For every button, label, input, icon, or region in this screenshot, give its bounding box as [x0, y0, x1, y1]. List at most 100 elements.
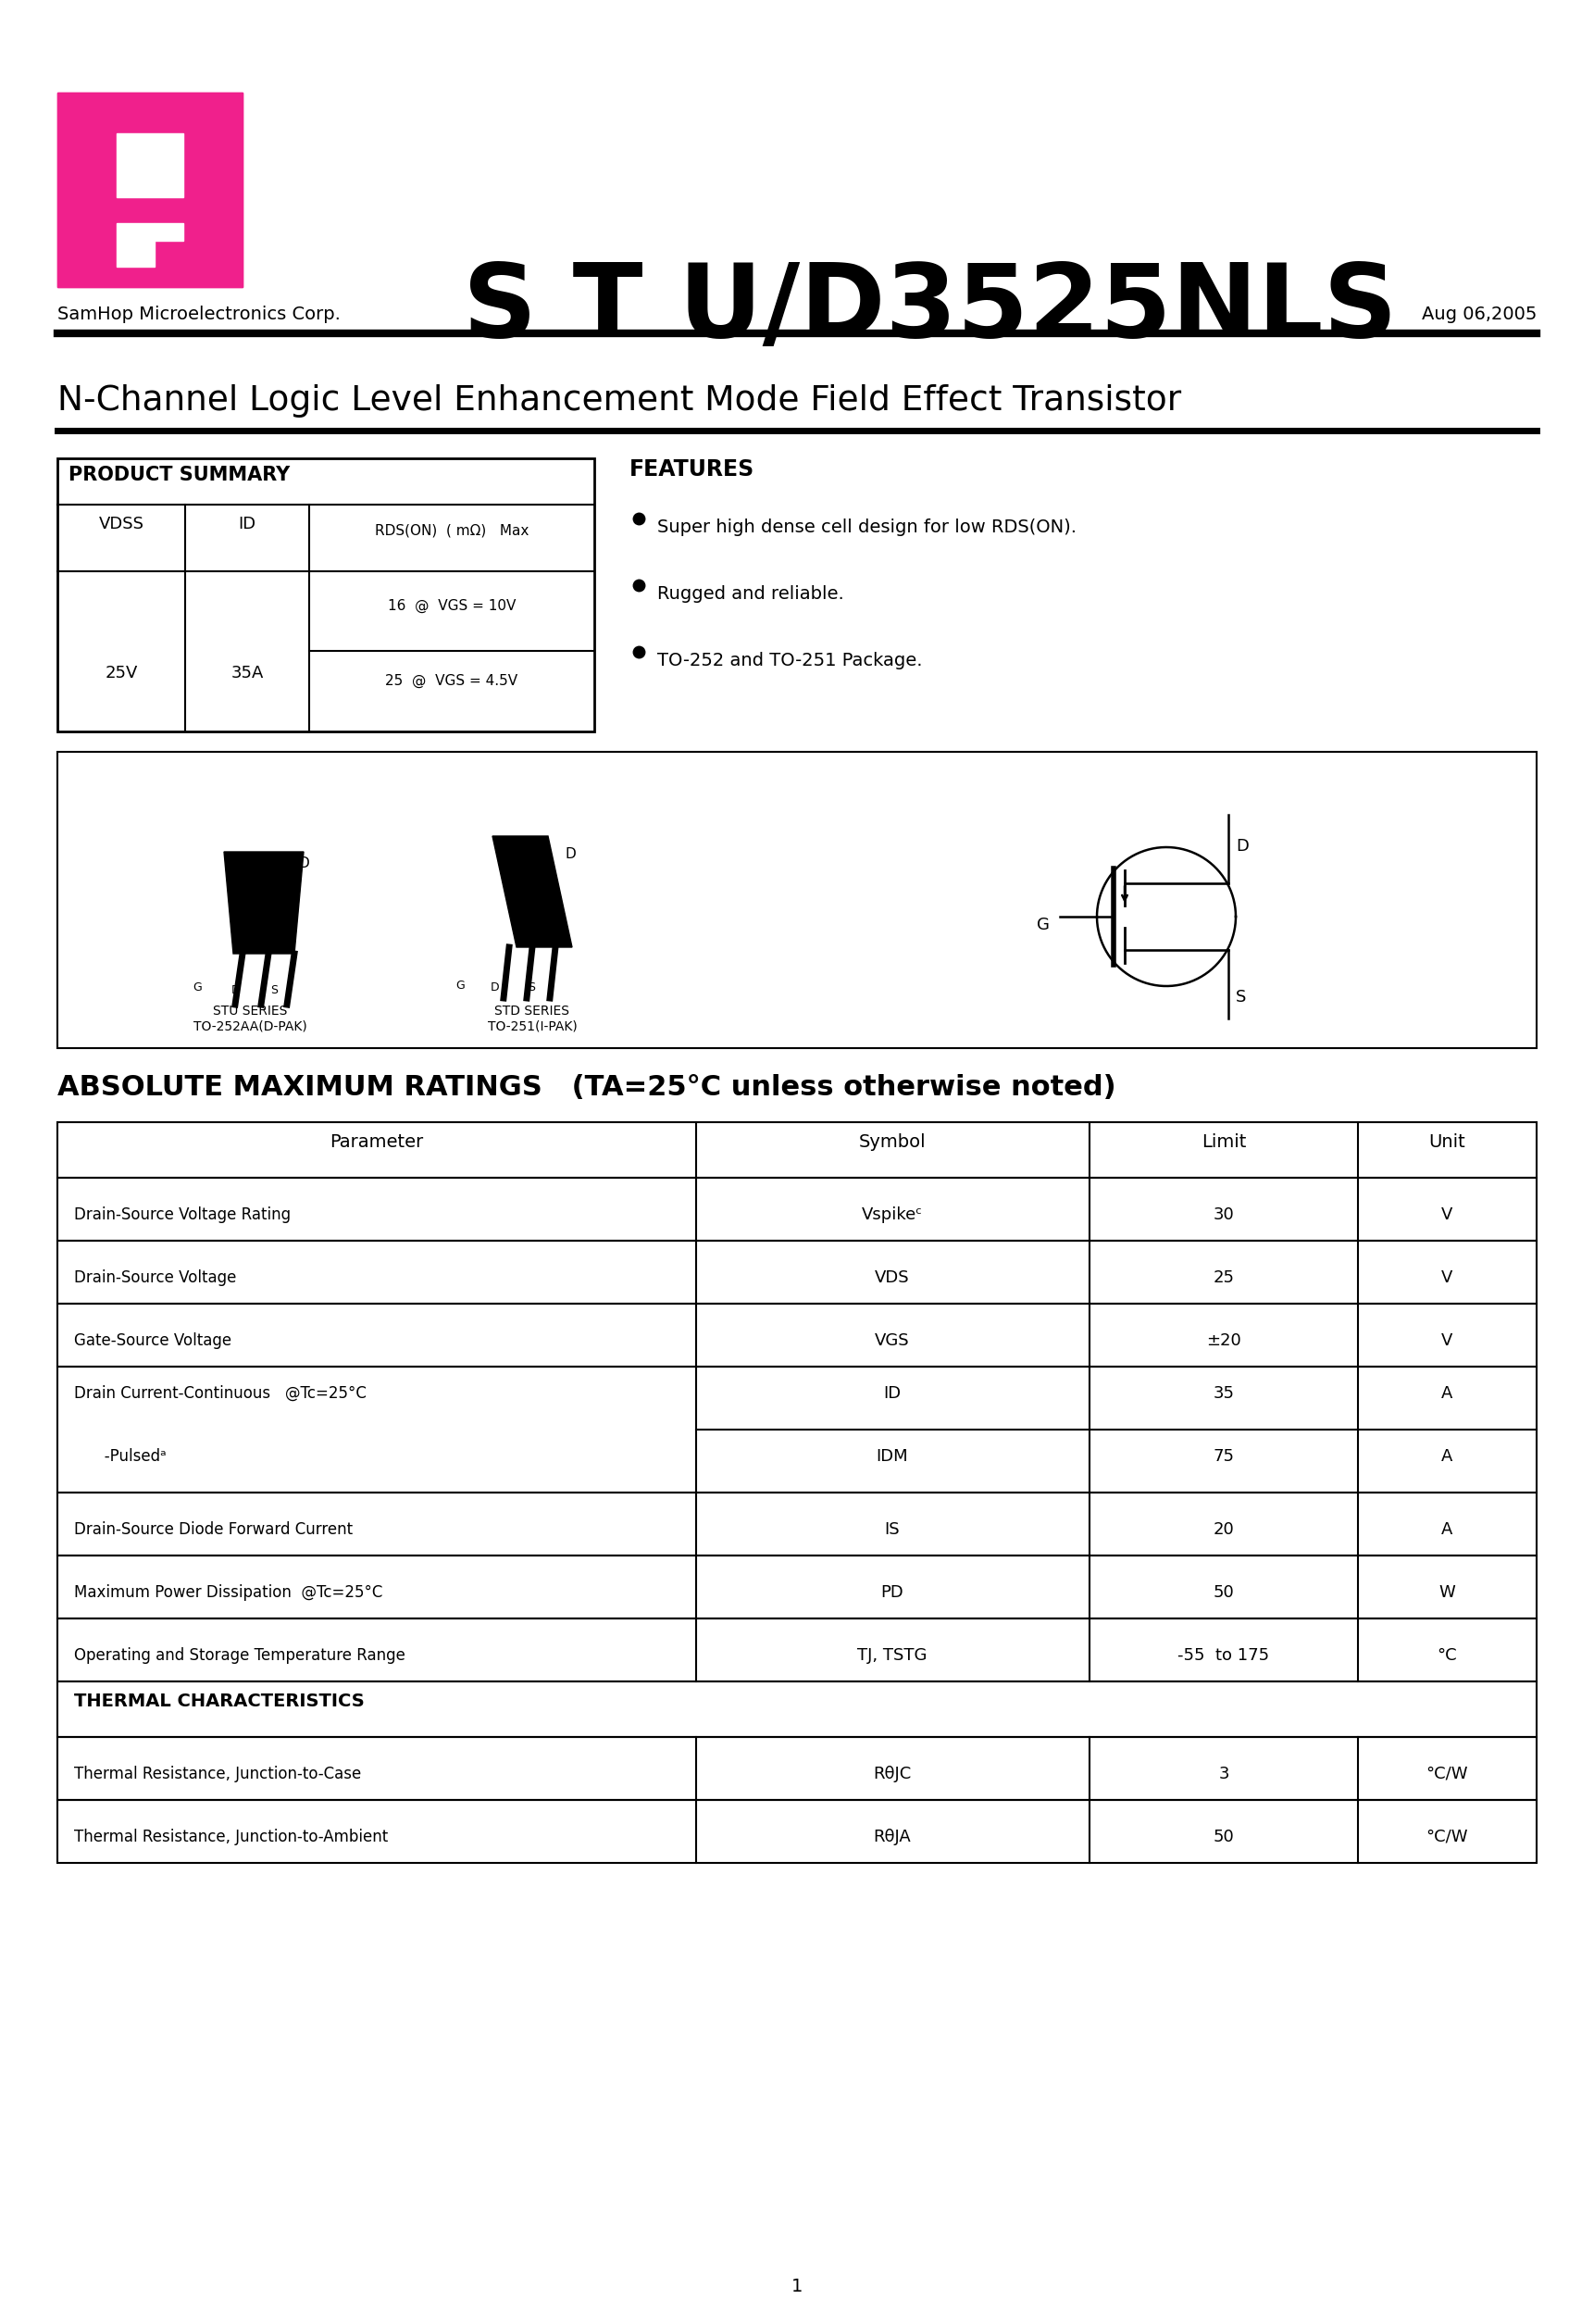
Bar	[116, 223, 155, 267]
Text: THERMAL CHARACTERISTICS: THERMAL CHARACTERISTICS	[73, 1692, 365, 1710]
Bar	[57, 1178, 1537, 1241]
Text: G: G	[193, 981, 201, 992]
Polygon shape	[493, 837, 572, 948]
Text: Aug 06,2005: Aug 06,2005	[1422, 304, 1537, 323]
Bar	[57, 1618, 1537, 1683]
Bar	[159, 121, 217, 172]
Text: RθJA: RθJA	[874, 1829, 912, 1845]
Text: SamHop Microelectronics Corp.: SamHop Microelectronics Corp.	[57, 304, 341, 323]
Bar	[159, 228, 217, 279]
Text: S: S	[528, 981, 536, 992]
Text: D: D	[1235, 839, 1248, 855]
Text: Maximum Power Dissipation  @Tc=25°C: Maximum Power Dissipation @Tc=25°C	[73, 1585, 383, 1601]
Text: D: D	[231, 985, 241, 997]
Text: ABSOLUTE MAXIMUM RATINGS   (TA=25°C unless otherwise noted): ABSOLUTE MAXIMUM RATINGS (TA=25°C unless…	[57, 1074, 1116, 1102]
Text: FEATURES: FEATURES	[630, 458, 754, 481]
Bar	[155, 223, 183, 242]
Text: Limit: Limit	[1202, 1134, 1247, 1150]
Text: Thermal Resistance, Junction-to-Ambient: Thermal Resistance, Junction-to-Ambient	[73, 1829, 387, 1845]
Text: 35: 35	[1213, 1385, 1234, 1401]
Text: Drain Current-Continuous   @Tc=25°C: Drain Current-Continuous @Tc=25°C	[73, 1385, 367, 1401]
Bar	[57, 1555, 1537, 1618]
Text: -Pulsedᵃ: -Pulsedᵃ	[89, 1448, 166, 1464]
Text: A: A	[1441, 1448, 1452, 1464]
Text: D: D	[564, 848, 575, 862]
Text: STD SERIES: STD SERIES	[494, 1004, 569, 1018]
Text: G: G	[1036, 916, 1049, 934]
Text: 50: 50	[1213, 1585, 1234, 1601]
Text: D: D	[298, 858, 309, 872]
Text: °C: °C	[1436, 1648, 1457, 1664]
Bar	[83, 209, 140, 279]
Text: A: A	[1441, 1385, 1452, 1401]
Text: 1: 1	[791, 2278, 803, 2296]
Bar	[57, 1683, 1537, 1736]
Text: TO-252AA(D-PAK): TO-252AA(D-PAK)	[193, 1020, 306, 1034]
Text: 16  @  VGS = 10V: 16 @ VGS = 10V	[387, 600, 516, 614]
Text: Parameter: Parameter	[330, 1134, 424, 1150]
Text: Thermal Resistance, Junction-to-Case: Thermal Resistance, Junction-to-Case	[73, 1766, 362, 1783]
Bar	[57, 93, 242, 288]
Text: A: A	[1441, 1522, 1452, 1538]
Text: 20: 20	[1213, 1522, 1234, 1538]
Bar	[57, 1241, 1537, 1304]
Bar	[57, 1122, 1537, 1178]
Bar	[57, 1304, 1537, 1367]
Text: PRODUCT SUMMARY: PRODUCT SUMMARY	[69, 465, 290, 483]
Text: ID: ID	[238, 516, 257, 532]
Text: Rugged and reliable.: Rugged and reliable.	[657, 586, 843, 602]
Text: 25: 25	[1213, 1269, 1234, 1285]
Text: W: W	[1439, 1585, 1455, 1601]
Text: S: S	[271, 985, 277, 997]
Text: RDS(ON)  ( mΩ)   Max: RDS(ON) ( mΩ) Max	[375, 523, 529, 537]
Text: 25  @  VGS = 4.5V: 25 @ VGS = 4.5V	[386, 674, 518, 688]
Text: Symbol: Symbol	[859, 1134, 926, 1150]
Text: ±20: ±20	[1207, 1332, 1242, 1348]
Bar	[83, 121, 140, 172]
Text: Drain-Source Voltage Rating: Drain-Source Voltage Rating	[73, 1206, 290, 1222]
Text: 30: 30	[1213, 1206, 1234, 1222]
Text: °C/W: °C/W	[1425, 1829, 1468, 1845]
Bar	[57, 1801, 1537, 1864]
Text: 50: 50	[1213, 1829, 1234, 1845]
Bar	[57, 1736, 1537, 1801]
Text: TJ, TSTG: TJ, TSTG	[858, 1648, 928, 1664]
Text: TO-252 and TO-251 Package.: TO-252 and TO-251 Package.	[657, 651, 923, 669]
Text: VGS: VGS	[875, 1332, 910, 1348]
Text: Gate-Source Voltage: Gate-Source Voltage	[73, 1332, 231, 1348]
Text: -55  to 175: -55 to 175	[1178, 1648, 1269, 1664]
Text: IDM: IDM	[877, 1448, 909, 1464]
Text: Operating and Storage Temperature Range: Operating and Storage Temperature Range	[73, 1648, 405, 1664]
Text: Super high dense cell design for low RDS(ON).: Super high dense cell design for low RDS…	[657, 518, 1076, 537]
Text: Drain-Source Diode Forward Current: Drain-Source Diode Forward Current	[73, 1522, 352, 1538]
Bar	[57, 458, 595, 732]
Text: 75: 75	[1213, 1448, 1234, 1464]
Text: G: G	[456, 981, 464, 992]
Bar	[57, 753, 1537, 1048]
Bar	[57, 1492, 1537, 1555]
Text: 3: 3	[1218, 1766, 1229, 1783]
Text: Drain-Source Voltage: Drain-Source Voltage	[73, 1269, 236, 1285]
Text: 25V: 25V	[105, 665, 137, 681]
Text: S: S	[1235, 988, 1247, 1006]
Text: ID: ID	[883, 1385, 901, 1401]
Text: 35A: 35A	[231, 665, 263, 681]
Text: VDSS: VDSS	[99, 516, 143, 532]
Text: RθJC: RθJC	[874, 1766, 912, 1783]
Text: V: V	[1441, 1269, 1452, 1285]
Text: Unit: Unit	[1428, 1134, 1465, 1150]
Text: IS: IS	[885, 1522, 901, 1538]
Text: °C/W: °C/W	[1425, 1766, 1468, 1783]
Text: PD: PD	[881, 1585, 904, 1601]
Bar	[57, 1367, 1537, 1492]
Text: N-Channel Logic Level Enhancement Mode Field Effect Transistor: N-Channel Logic Level Enhancement Mode F…	[57, 383, 1181, 418]
Text: D: D	[491, 981, 499, 992]
Text: Vspikeᶜ: Vspikeᶜ	[862, 1206, 923, 1222]
Text: VDS: VDS	[875, 1269, 910, 1285]
Text: S T U/D3525NLS: S T U/D3525NLS	[462, 260, 1398, 358]
Text: V: V	[1441, 1332, 1452, 1348]
Polygon shape	[225, 853, 303, 953]
Bar	[116, 132, 183, 198]
Text: TO-251(I-PAK): TO-251(I-PAK)	[488, 1020, 577, 1034]
Text: V: V	[1441, 1206, 1452, 1222]
